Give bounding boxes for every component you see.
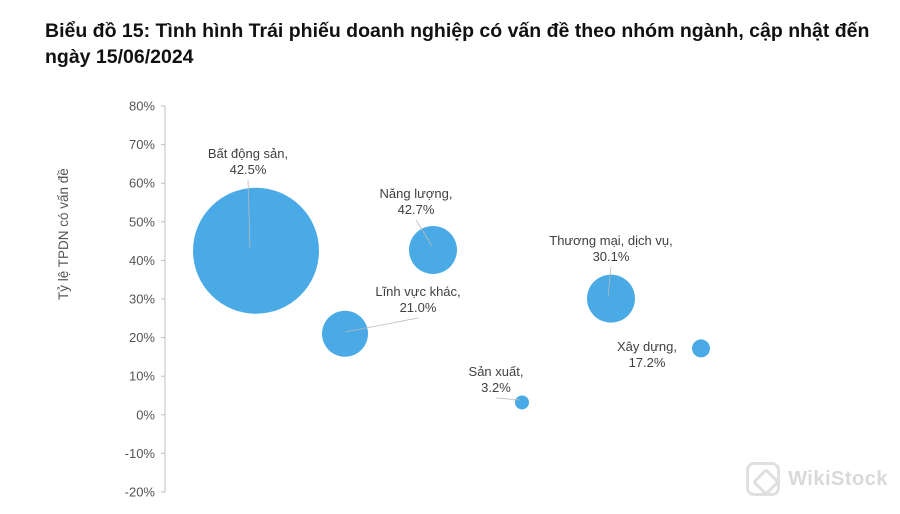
- bubble-leader-line: [415, 219, 433, 247]
- bubble-value-label: 3.2%: [481, 380, 511, 395]
- y-tick-label: 30%: [129, 292, 155, 307]
- bubble-value-label: 30.1%: [593, 249, 630, 264]
- y-axis: 80% 70% 60% 50% 40% 30% 20% 10% 0% -10% -20%: [125, 99, 166, 500]
- y-tick-label: 20%: [129, 330, 155, 345]
- bubble-category-label: Năng lượng,: [380, 186, 453, 201]
- bubble-leader-line: [247, 179, 251, 249]
- bubble-leader-line: [607, 266, 612, 298]
- wikistock-logo-icon: [746, 462, 781, 496]
- y-tick-label: 50%: [129, 214, 155, 229]
- bubble: [515, 395, 529, 410]
- bubble-value-label: 42.7%: [398, 202, 435, 217]
- y-axis-label: Tỷ lệ TPDN có vấn đề: [56, 168, 71, 300]
- watermark: WikiStock: [746, 462, 888, 496]
- bubble: [692, 339, 710, 358]
- y-tick-label: -20%: [125, 485, 156, 500]
- bubble-category-label: Lĩnh vực khác,: [375, 284, 460, 299]
- bubble-category-label: Bất động sản,: [208, 146, 288, 161]
- watermark-text: WikiStock: [788, 467, 888, 490]
- y-tick-label: 0%: [136, 407, 155, 422]
- y-tick-label: 70%: [129, 137, 155, 152]
- bubble-leader-line: [344, 317, 419, 333]
- y-tick-label: 60%: [129, 176, 155, 191]
- bubble-leader-line: [495, 397, 521, 401]
- bubble-category-label: Sản xuất,: [469, 364, 524, 379]
- y-tick-label: -10%: [125, 446, 156, 461]
- y-tick-label: 40%: [129, 253, 155, 268]
- bubble-category-label: Thương mại, dịch vụ,: [549, 233, 672, 248]
- bubble: [193, 187, 319, 314]
- bubble: [322, 310, 368, 357]
- bubble: [409, 225, 457, 274]
- bubble-series: Bất động sản,42.5% Năng lượng,42.7% Lĩnh v…: [193, 146, 710, 410]
- bubble-value-label: 42.5%: [230, 162, 267, 177]
- y-tick-label: 80%: [129, 99, 155, 114]
- bubble-category-label: Xây dựng,: [617, 339, 677, 354]
- y-tick-label: 10%: [129, 369, 155, 384]
- bubble-value-label: 21.0%: [400, 300, 437, 315]
- bubble-value-label: 17.2%: [629, 355, 666, 370]
- bubble: [587, 274, 635, 323]
- chart-title: Biểu đồ 15: Tình hình Trái phiếu doanh n…: [45, 20, 870, 68]
